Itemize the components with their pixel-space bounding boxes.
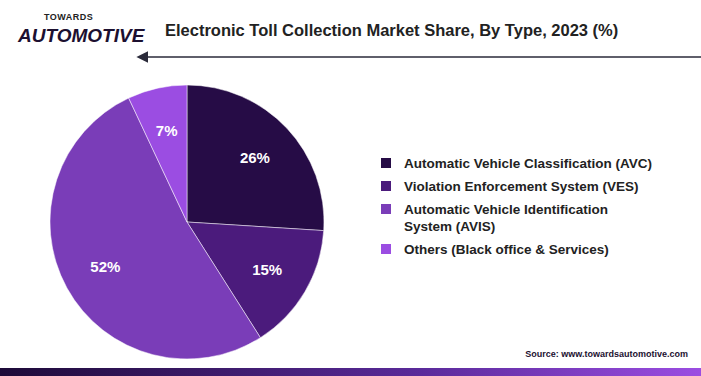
slice xyxy=(50,98,260,359)
pie: 26% 15% 52% 7% xyxy=(50,85,324,359)
brand-top: TOWARDS xyxy=(44,12,93,22)
brand-main: AUTOMOTIVE xyxy=(17,25,146,46)
legend-label: Automatic Vehicle Classification (AVC) xyxy=(404,156,652,171)
slice xyxy=(129,85,187,222)
data-label: 15% xyxy=(252,261,282,278)
legend-label: Others (Black office & Services) xyxy=(404,242,609,257)
data-label: 26% xyxy=(240,149,270,166)
legend-swatch xyxy=(381,158,391,168)
decor-arrow xyxy=(146,56,701,58)
legend-label: Violation Enforcement System (VES) xyxy=(404,179,639,194)
source: Source: www.towardsautomotive.com xyxy=(525,349,688,359)
legend-label: Automatic Vehicle IdentificationSystem (… xyxy=(404,202,608,234)
legend-swatch xyxy=(381,244,391,254)
legend-swatch xyxy=(381,204,391,214)
slices xyxy=(50,85,324,359)
chart: TOWARDS AUTOMOTIVE Electronic Toll Collect… xyxy=(0,0,701,376)
slice xyxy=(187,85,324,231)
decor-bar xyxy=(0,368,701,376)
legend-swatch xyxy=(381,181,391,191)
legend: Automatic Vehicle Classification (AVC) Vi… xyxy=(381,156,652,257)
data-label: 52% xyxy=(90,258,120,275)
data-label: 7% xyxy=(156,122,178,139)
title: Electronic Toll Collection Market Share,… xyxy=(165,21,618,39)
